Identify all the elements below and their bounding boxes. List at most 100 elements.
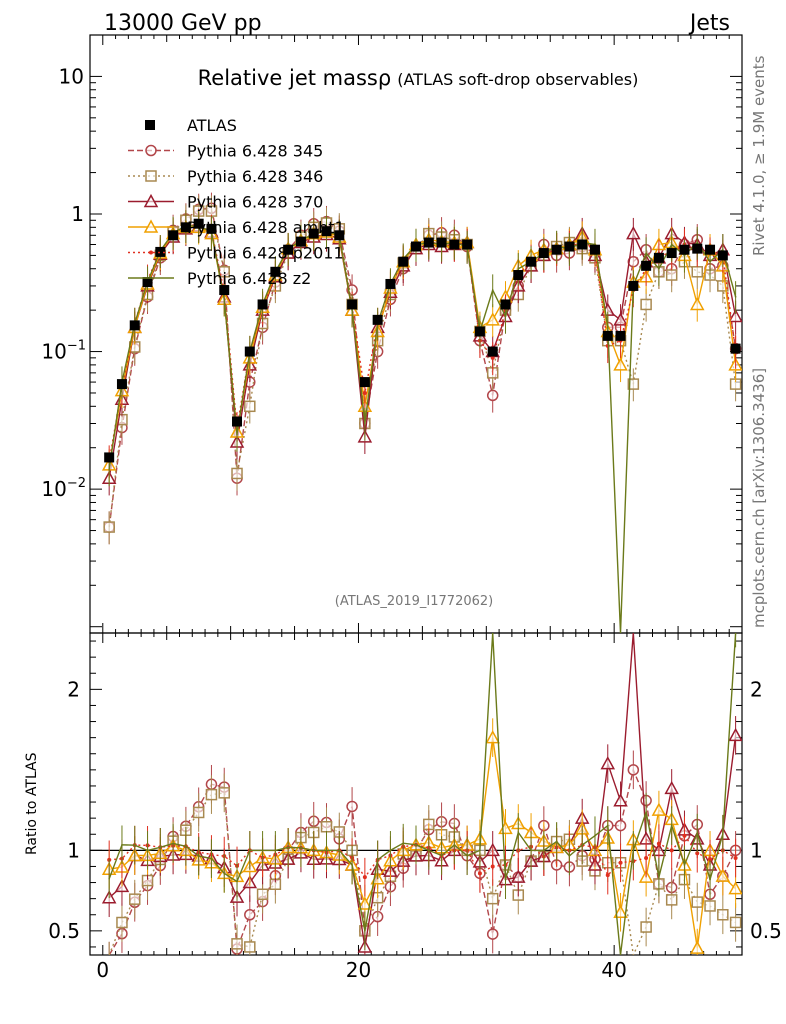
data-point: [640, 298, 652, 311]
atlas-data-point: [206, 223, 217, 234]
ratio-point: [689, 940, 705, 954]
atlas-data-point: [155, 246, 166, 257]
ratio-point: [644, 856, 649, 861]
data-point: [606, 326, 609, 329]
data-point: [728, 308, 742, 323]
ratio-point: [210, 857, 213, 860]
ratio-line: [108, 633, 737, 955]
ratio-point: [205, 788, 218, 801]
legend-marker: [149, 250, 153, 255]
legend-item-0: Pythia 6.428 345: [128, 142, 323, 161]
atlas-data-point: [193, 218, 204, 229]
ratio-point: [485, 730, 500, 744]
ratio-point: [640, 921, 652, 933]
ratio-point: [618, 860, 623, 865]
mcplots-label: mcplots.cern.ch [arXiv:1306.3436]: [750, 368, 768, 628]
ratio-point: [683, 864, 686, 866]
ratio-point: [346, 800, 358, 813]
atlas-data-point: [474, 326, 485, 337]
series-line: [108, 207, 737, 528]
legend-marker: [145, 120, 155, 130]
ratio-point: [121, 843, 123, 846]
ratio-point: [231, 938, 243, 950]
ratio-point: [415, 843, 417, 846]
ratio-point: [325, 849, 328, 852]
ratio-point: [555, 840, 558, 843]
ratio-point: [664, 780, 679, 795]
atlas-data-point: [679, 244, 690, 255]
atlas-data-point: [487, 346, 498, 357]
ratio-point: [581, 844, 583, 846]
data-point: [362, 390, 367, 395]
data-point: [709, 260, 711, 263]
legend-item-2: Pythia 6.428 370: [128, 193, 323, 212]
ratio-point: [249, 849, 251, 852]
series-layer: [101, 192, 742, 633]
energy-label: 13000 GeV pp: [104, 11, 262, 36]
legend-label: ATLAS: [187, 116, 237, 135]
ratio-point: [146, 849, 149, 852]
ratio-point: [543, 849, 545, 852]
ratio-point: [185, 845, 187, 848]
ratio-tick-label-left: 2: [67, 677, 80, 701]
atlas-data-point: [436, 237, 447, 248]
data-point: [627, 378, 640, 390]
atlas-data-point: [577, 239, 588, 250]
y-tick-label: 10−2: [41, 476, 86, 501]
legend-marker: [143, 219, 159, 233]
legend-item-atlas: ATLAS: [145, 116, 237, 135]
ratio-point: [613, 904, 628, 919]
ratio-point: [682, 833, 687, 838]
ratio-tick-label-right: 2: [750, 677, 763, 701]
ratio-point: [197, 855, 200, 857]
atlas-data-point: [564, 241, 575, 252]
atlas-data-point: [411, 241, 421, 252]
atlas-data-point: [219, 285, 230, 296]
ratio-point: [300, 846, 302, 849]
ratio-point: [466, 854, 468, 857]
ratio-point: [338, 849, 341, 852]
ratio-point: [453, 844, 456, 846]
ratio-point: [606, 824, 609, 827]
data-point: [244, 400, 256, 413]
ratio-point: [722, 833, 724, 836]
ratio-point: [733, 856, 738, 861]
atlas-data-point: [462, 239, 473, 250]
data-point: [722, 248, 724, 251]
atlas-data-point: [653, 252, 664, 263]
data-point: [108, 468, 110, 470]
ratio-point: [658, 876, 660, 878]
legend-marker: [143, 193, 159, 208]
chart-subtitle: (ATLAS soft-drop observables): [397, 70, 638, 89]
ratio-point: [440, 854, 443, 857]
chart-title-main: Relative jet massρ: [198, 66, 392, 90]
atlas-data-point: [232, 416, 243, 427]
legend-marker: [150, 277, 152, 279]
ratio-point: [498, 820, 513, 835]
ratio-point: [632, 849, 635, 852]
ratio-point: [389, 849, 392, 852]
atlas-data-point: [692, 243, 703, 254]
legend-label: Pythia 6.428 p2011: [187, 244, 344, 263]
atlas-data-point: [308, 228, 319, 239]
atlas-data-point: [538, 248, 549, 259]
rivet-version-label: Rivet 4.1.0, ≥ 1.9M events: [750, 55, 768, 256]
atlas-data-point: [168, 230, 179, 241]
ratio-point: [287, 846, 289, 849]
atlas-data-point: [283, 244, 294, 255]
ratio-tick-label-right: 1: [750, 838, 763, 862]
ratio-point: [427, 849, 430, 852]
atlas-data-point: [602, 330, 613, 341]
data-point: [103, 521, 115, 533]
ratio-point: [357, 896, 373, 910]
legend-item-5: Pythia 6.428 z2: [128, 269, 311, 288]
atlas-data-point: [717, 250, 728, 261]
atlas-data-point: [705, 244, 716, 255]
data-point: [517, 267, 520, 270]
atlas-data-point: [372, 314, 383, 325]
data-point: [683, 254, 686, 257]
ratio-point: [504, 878, 507, 881]
ratio-point: [244, 909, 256, 921]
atlas-data-point: [295, 236, 306, 247]
ratio-point: [274, 849, 277, 852]
